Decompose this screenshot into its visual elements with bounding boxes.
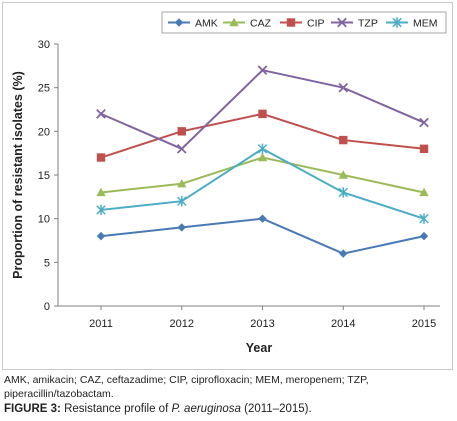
data-point-cip: [258, 109, 267, 119]
y-tick-label: 30: [38, 39, 50, 51]
y-tick-label: 25: [38, 83, 50, 95]
data-point-tzp: [419, 117, 429, 128]
data-point-cip: [339, 135, 348, 145]
legend-marker-caz: [229, 17, 239, 27]
y-tick-label: 5: [44, 257, 50, 269]
data-point-mem: [96, 204, 106, 216]
series-line-caz: [100, 156, 425, 194]
data-point-tzp: [338, 82, 349, 93]
figure-caption: FIGURE 3: Resistance profile of P. aerug…: [4, 403, 312, 415]
legend-label-caz: CAZ: [250, 18, 272, 30]
caption-text-before: Resistance profile of: [60, 403, 172, 415]
data-point-cip: [419, 144, 429, 153]
data-point-amk: [419, 231, 429, 241]
data-point-cip: [96, 153, 106, 162]
y-tick-label: 20: [38, 126, 50, 138]
data-point-amk: [96, 231, 106, 241]
data-point-mem: [257, 143, 268, 154]
data-point-mem: [338, 187, 348, 198]
x-tick-label: 2015: [412, 318, 436, 330]
legend-label-cip: CIP: [307, 18, 325, 30]
data-point-caz: [419, 187, 429, 197]
data-point-caz: [177, 179, 187, 188]
x-tick-label: 2011: [89, 318, 113, 330]
x-tick-label: 2014: [331, 318, 355, 330]
data-point-amk: [258, 214, 267, 223]
y-tick-label: 0: [44, 301, 50, 313]
data-point-amk: [339, 249, 348, 258]
y-axis-title: Proportion of resistant isolates (%): [11, 71, 25, 279]
y-tick-label: 10: [38, 214, 50, 226]
y-tick-label: 15: [38, 170, 50, 182]
legend-marker-mem: [392, 17, 402, 28]
x-tick-label: 2012: [170, 318, 194, 330]
data-point-caz: [257, 152, 268, 162]
data-point-tzp: [96, 109, 106, 119]
x-axis-title: Year: [246, 341, 273, 355]
data-point-cip: [177, 127, 186, 136]
data-point-tzp: [176, 143, 187, 154]
series-line-amk: [100, 217, 425, 255]
data-point-mem: [419, 213, 429, 224]
data-point-caz: [338, 170, 348, 179]
legend-label-mem: MEM: [413, 18, 438, 30]
data-point-caz: [96, 187, 106, 197]
x-tick-label: 2013: [250, 318, 274, 330]
caption-species: P. aeruginosa: [171, 403, 241, 415]
caption-text-after: (2011–2015).: [240, 403, 312, 415]
data-point-amk: [177, 223, 186, 232]
legend-marker-tzp: [337, 17, 347, 28]
legend-label-tzp: TZP: [358, 18, 378, 30]
data-point-tzp: [257, 65, 268, 76]
legend-marker-amk: [174, 18, 184, 27]
legend-marker-cip: [286, 18, 296, 27]
legend-box: [161, 11, 447, 34]
line-chart: 0 5 10 15 20 25 30 2011 2012 2013 2014 2015 Year Prop…: [11, 11, 447, 355]
data-point-mem: [177, 196, 187, 207]
caption-label: FIGURE 3:: [4, 403, 61, 415]
chart-frame: [2, 2, 453, 370]
series-line-tzp: [100, 69, 425, 150]
figure-footnote: AMK, amikacin; CAZ, ceftazadime; CIP, ci…: [4, 374, 369, 400]
legend-label-amk: AMK: [195, 18, 218, 30]
